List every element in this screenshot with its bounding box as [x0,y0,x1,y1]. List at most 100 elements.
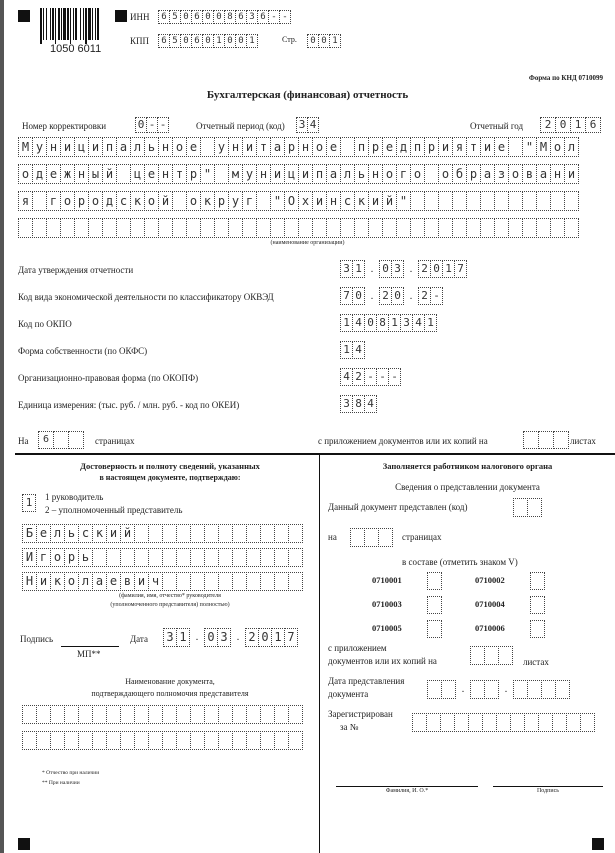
char-cell[interactable] [438,218,453,238]
char-cell[interactable] [427,596,442,614]
char-cell[interactable] [564,137,579,157]
tax-signature-line[interactable] [493,786,603,787]
char-cell[interactable] [440,713,455,732]
char-cell[interactable] [352,260,365,278]
char-cell[interactable] [536,191,551,211]
char-cell[interactable] [536,218,551,238]
char-cells[interactable]: 70 [340,287,365,305]
char-cells[interactable] [530,572,545,590]
char-cells[interactable] [470,680,499,699]
char-cell[interactable] [22,705,37,724]
char-cell[interactable] [120,548,135,567]
char-cell[interactable] [130,218,145,238]
char-cells[interactable]: 0-- [135,117,169,133]
char-cells[interactable] [22,731,303,750]
organization-name-row[interactable]: Муниципальное унитарное предприятие "Мол [18,137,579,157]
char-cell[interactable] [148,524,163,543]
char-cell[interactable] [340,218,355,238]
char-cells[interactable] [530,596,545,614]
char-cell[interactable] [470,646,485,665]
field-value[interactable]: 42--- [340,368,401,386]
tax-pages-field[interactable] [350,528,393,547]
char-cell[interactable] [553,431,569,449]
char-cell[interactable] [566,713,581,732]
tax-attach-field[interactable] [470,646,513,665]
char-cell[interactable] [288,524,303,543]
char-cell[interactable] [274,705,289,724]
char-cells[interactable]: 2- [418,287,443,305]
char-cell[interactable] [162,705,177,724]
char-cell[interactable] [92,731,107,750]
form-code-checkbox[interactable] [427,596,442,614]
char-cell[interactable] [260,572,275,591]
char-cell[interactable] [424,314,437,332]
char-cell[interactable] [78,731,93,750]
char-cell[interactable] [190,705,205,724]
char-cell[interactable] [134,731,149,750]
char-cell[interactable] [186,218,201,238]
char-cell[interactable] [510,713,525,732]
char-cell[interactable] [134,548,149,567]
char-cell[interactable] [64,705,79,724]
char-cell[interactable] [232,548,247,567]
char-cell[interactable] [106,731,121,750]
char-cell[interactable] [312,218,327,238]
char-cell[interactable] [190,548,205,567]
char-cell[interactable] [364,528,379,547]
char-cell[interactable] [452,218,467,238]
char-cell[interactable] [288,548,303,567]
char-cell[interactable] [106,705,121,724]
pages-count-field[interactable]: 6 [38,431,84,449]
char-cell[interactable] [427,620,442,638]
char-cell[interactable] [92,705,107,724]
organization-name-row[interactable] [18,218,579,238]
attach-count-field[interactable] [523,431,569,449]
char-cell[interactable] [172,218,187,238]
char-cell[interactable] [466,218,481,238]
char-cells[interactable] [427,620,442,638]
char-cell[interactable] [246,572,261,591]
char-cell[interactable] [527,498,542,517]
char-cell[interactable] [120,705,135,724]
char-cell[interactable] [430,287,443,305]
char-cell[interactable] [204,548,219,567]
char-cell[interactable] [410,218,425,238]
char-cell[interactable] [550,218,565,238]
char-cell[interactable] [564,164,579,184]
char-cell[interactable] [352,287,365,305]
char-cell[interactable] [307,117,319,133]
signer-name-row[interactable]: Бельский [22,524,303,543]
char-cell[interactable] [274,572,289,591]
kpp-field[interactable]: 650601001 [158,34,258,48]
char-cell[interactable] [148,731,163,750]
char-cell[interactable] [190,731,205,750]
char-cells[interactable] [530,620,545,638]
char-cells[interactable]: одежный центр" муниципального образовани [18,164,579,184]
char-cells[interactable]: 6 [38,431,84,449]
char-cells[interactable] [427,596,442,614]
submitted-code-field[interactable] [513,498,542,517]
field-value[interactable]: 14081341 [340,314,437,332]
char-cell[interactable] [550,191,565,211]
char-cell[interactable] [368,218,383,238]
char-cell[interactable] [246,34,258,48]
char-cell[interactable] [427,572,442,590]
char-cell[interactable] [148,548,163,567]
char-cells[interactable] [427,572,442,590]
char-cells[interactable]: 001 [307,34,341,48]
char-cell[interactable] [530,596,545,614]
char-cells[interactable]: Бельский [22,524,303,543]
char-cell[interactable] [246,705,261,724]
char-cell[interactable] [158,218,173,238]
char-cell[interactable] [466,191,481,211]
char-cell[interactable] [214,218,229,238]
char-cells[interactable]: я городской округ "Охинский" [18,191,579,211]
char-cell[interactable] [102,218,117,238]
char-cell[interactable] [391,260,404,278]
char-cell[interactable] [530,572,545,590]
year-field[interactable]: 2016 [540,117,601,133]
char-cell[interactable] [513,680,528,699]
char-cells[interactable] [22,705,303,724]
char-cell[interactable] [246,731,261,750]
char-cell[interactable] [538,713,553,732]
